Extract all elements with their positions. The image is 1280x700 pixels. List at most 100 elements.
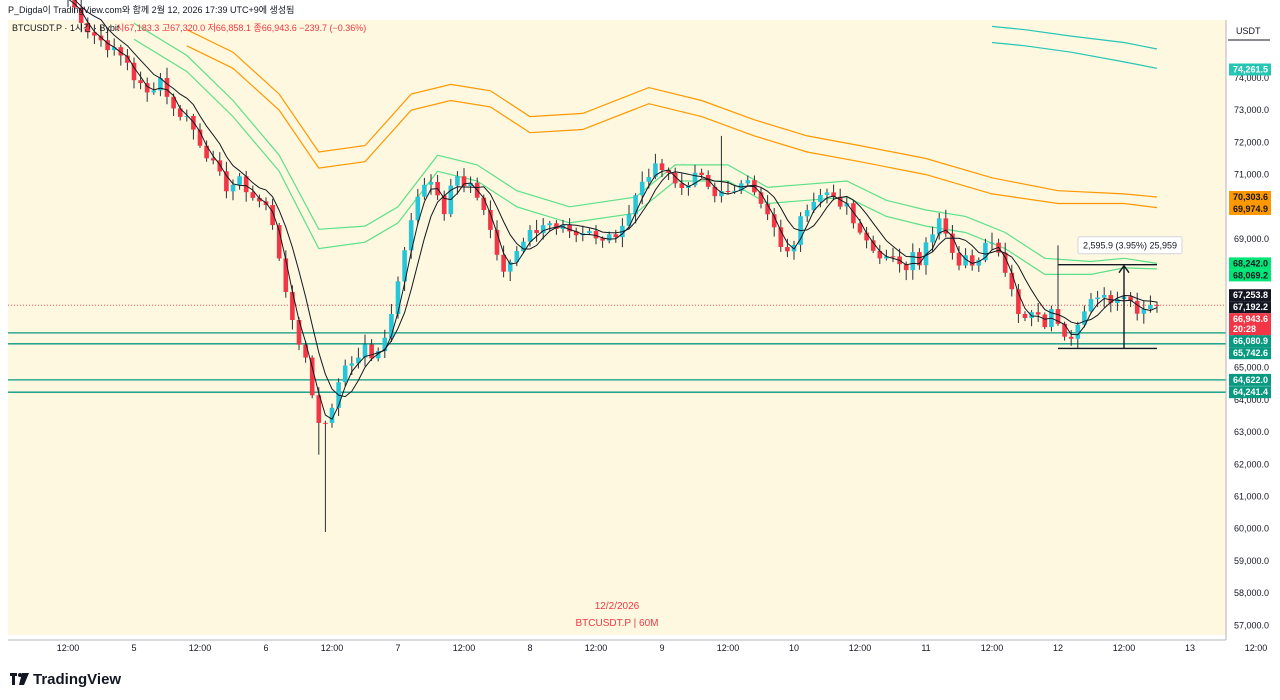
- watermark-symbol: BTCUSDT.P | 60M: [576, 618, 659, 629]
- price-badge-label: 68,242.0: [1233, 258, 1268, 268]
- candle: [1022, 311, 1028, 322]
- candle: [712, 182, 718, 203]
- y-tick-label: 64,000.0: [1234, 395, 1269, 405]
- candle-body-up: [976, 260, 982, 266]
- candle: [276, 222, 282, 261]
- candle-body-down: [481, 197, 487, 210]
- candle-body-down: [290, 291, 295, 320]
- candle: [771, 208, 777, 237]
- candle: [257, 194, 262, 208]
- candle-body-down: [705, 175, 711, 187]
- candle-body-down: [105, 40, 110, 51]
- candle-body-up: [356, 357, 361, 364]
- price-badge: [1229, 289, 1271, 302]
- candle-body-down: [92, 32, 97, 36]
- candle: [1115, 291, 1120, 311]
- candle: [540, 218, 546, 240]
- candle: [587, 228, 592, 236]
- candle-body-down: [613, 234, 619, 238]
- candle-body-up: [811, 201, 817, 211]
- candle: [606, 231, 612, 244]
- candle: [237, 172, 242, 190]
- candle-body-down: [765, 203, 770, 215]
- candle: [118, 44, 124, 66]
- candle-body-down: [831, 192, 836, 197]
- candle-body-down: [316, 395, 322, 423]
- candle-body-down: [1022, 314, 1028, 318]
- brand-name[interactable]: TradingView: [33, 671, 121, 688]
- candle-body-down: [771, 214, 777, 228]
- x-tick-label: 8: [527, 643, 532, 653]
- candle-body-up: [732, 190, 737, 192]
- x-tick-label: 6: [263, 643, 268, 653]
- plot-area[interactable]: [8, 20, 1226, 635]
- x-tick-label: 13: [1185, 643, 1195, 653]
- candle: [679, 173, 685, 195]
- candle: [547, 221, 553, 231]
- price-badges: 74,261.5 70,303.6 69,974.9 68,242.0 68,069.2…: [1229, 63, 1271, 399]
- price-badge-label: 65,742.6: [1233, 348, 1268, 358]
- candle: [521, 237, 526, 254]
- candle-body-down: [217, 160, 223, 172]
- price-axis[interactable]: 57,000.0 58,000.0 59,000.0 60,000.0 61,000.0…: [1234, 73, 1269, 630]
- candle-body-down: [1134, 300, 1140, 314]
- candle-body-down: [950, 233, 955, 253]
- candle-body-down: [534, 230, 539, 234]
- candle-body-down: [877, 250, 883, 259]
- candle: [936, 213, 942, 240]
- candle-body-up: [587, 231, 592, 234]
- candle-body-down: [672, 172, 678, 184]
- candle: [85, 17, 91, 39]
- candle-body-up: [1115, 299, 1120, 303]
- x-tick-label: 7: [395, 643, 400, 653]
- y-tick-label: 71,000.0: [1234, 170, 1269, 180]
- candle-body-up: [408, 220, 414, 251]
- candle: [831, 184, 836, 201]
- candle-body-down: [1108, 295, 1114, 303]
- candle-body-down: [296, 320, 302, 345]
- candle-body-up: [626, 214, 632, 226]
- candle: [303, 340, 308, 363]
- candle: [296, 317, 302, 351]
- candle: [725, 181, 731, 194]
- candle: [785, 238, 790, 258]
- candle-body-up: [540, 225, 546, 234]
- tradingview-logo-icon[interactable]: [10, 673, 29, 685]
- candle-body-up: [844, 203, 850, 207]
- price-badge: [1229, 269, 1271, 282]
- candle-body-down: [1068, 336, 1074, 339]
- y-tick-label: 69,000.0: [1234, 234, 1269, 244]
- candle-body-down: [1055, 309, 1061, 324]
- candle: [573, 227, 579, 243]
- measure-tool[interactable]: 2,595.9 (3.95%) 25,959: [1058, 236, 1183, 350]
- x-tick-label: 12:00: [1245, 643, 1268, 653]
- candle: [672, 167, 678, 188]
- candle: [1154, 301, 1160, 313]
- candle: [804, 204, 810, 222]
- candle: [989, 232, 995, 250]
- price-badge-label: 64,241.4: [1233, 387, 1268, 397]
- candle: [659, 158, 665, 178]
- candle: [1088, 293, 1094, 314]
- candle: [864, 226, 869, 249]
- candle-body-up: [639, 181, 645, 196]
- candle-body-up: [158, 78, 163, 91]
- candle-body-up: [402, 250, 407, 282]
- price-badge-label: 66,943.6: [1233, 314, 1268, 324]
- candle-body-up: [521, 241, 526, 252]
- candle-body-up: [633, 195, 638, 215]
- candle-body-up: [804, 210, 810, 217]
- candle: [151, 82, 157, 95]
- time-axis[interactable]: 12:00 5 12:00 6 12:00 7 12:00 8 12:00 9 12:00 10 12:…: [57, 643, 1268, 653]
- candle-body-down: [303, 344, 308, 358]
- candle: [158, 73, 163, 97]
- candle: [765, 195, 770, 221]
- candle-body-down: [864, 232, 869, 241]
- candle-body-down: [956, 252, 962, 266]
- support-lines: [8, 304, 1226, 393]
- candle: [507, 259, 513, 281]
- candle: [164, 67, 170, 105]
- symbol-line[interactable]: BTCUSDT.P · 1시간 · Bybit: [12, 23, 120, 33]
- currency-label[interactable]: USDT: [1236, 26, 1261, 36]
